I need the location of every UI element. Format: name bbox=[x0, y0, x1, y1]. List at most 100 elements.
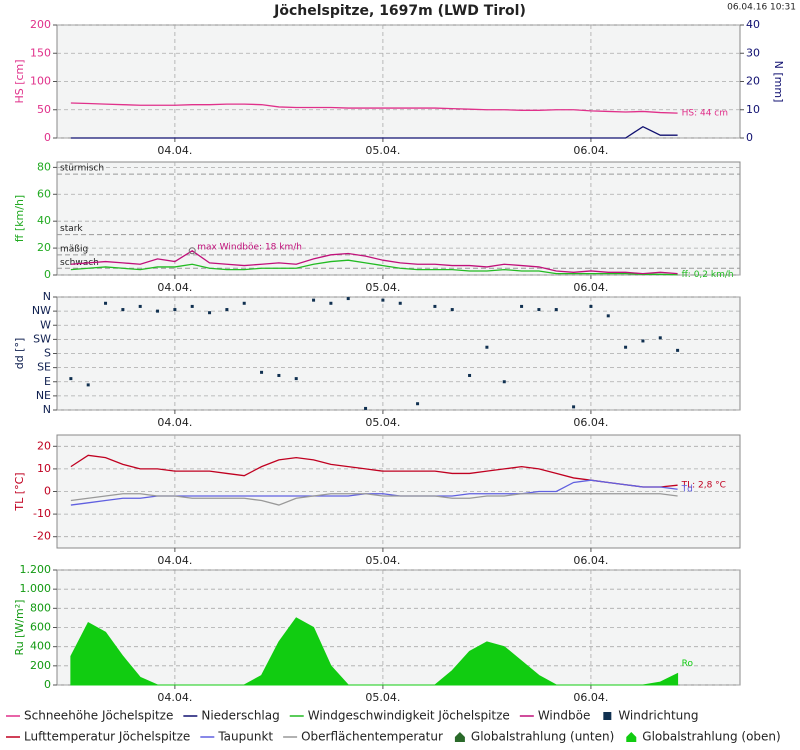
x-tick-label: 06.04. bbox=[573, 144, 608, 157]
point bbox=[277, 373, 281, 377]
y-tick-label: 0 bbox=[44, 268, 51, 281]
y-axis-label: Ru [W/m²] bbox=[13, 600, 26, 656]
y-tick-label: 600 bbox=[30, 621, 51, 634]
y-axis-label: ff [km/h] bbox=[13, 195, 26, 242]
x-tick-label: 04.04. bbox=[157, 691, 192, 704]
legend-icon bbox=[454, 732, 465, 742]
y2-tick-label: 20 bbox=[746, 75, 760, 88]
annotation: max Windböe: 18 km/h bbox=[197, 242, 302, 252]
x-tick-label: 05.04. bbox=[365, 416, 400, 429]
point bbox=[242, 301, 246, 305]
x-tick-label: 06.04. bbox=[573, 281, 608, 294]
series-line bbox=[70, 125, 678, 139]
x-tick-label: 06.04. bbox=[573, 554, 608, 567]
legend-label: Windgeschwindigkeit Jöchelspitze bbox=[308, 709, 510, 723]
point bbox=[312, 298, 316, 302]
legend-icon bbox=[603, 712, 612, 720]
point bbox=[156, 309, 160, 313]
point bbox=[138, 304, 142, 308]
y-axis-label: HS [cm] bbox=[13, 59, 26, 103]
point bbox=[450, 308, 454, 312]
y-tick-label: SW bbox=[33, 332, 51, 345]
y-tick-label: 0 bbox=[44, 485, 51, 498]
y-tick-label: 100 bbox=[30, 75, 51, 88]
threshold-label: stürmisch bbox=[60, 164, 104, 174]
y-tick-label: 20 bbox=[37, 439, 51, 452]
point bbox=[416, 402, 420, 406]
series-line bbox=[70, 454, 678, 488]
y-tick-label: 200 bbox=[30, 18, 51, 31]
x-tick-label: 05.04. bbox=[365, 281, 400, 294]
point bbox=[260, 370, 264, 374]
y-tick-label: S bbox=[44, 347, 51, 360]
timestamp: 06.04.16 10:31 bbox=[727, 3, 796, 13]
x-tick-label: 04.04. bbox=[157, 281, 192, 294]
legend-icon bbox=[626, 732, 637, 742]
point bbox=[589, 304, 593, 308]
y-tick-label: 0 bbox=[44, 678, 51, 691]
plot-area bbox=[56, 569, 741, 686]
y2-tick-label: 0 bbox=[746, 131, 753, 144]
threshold-label: schwach bbox=[60, 258, 99, 268]
y-tick-label: 800 bbox=[30, 601, 51, 614]
point bbox=[104, 301, 108, 305]
point bbox=[69, 377, 73, 381]
series-line bbox=[70, 250, 678, 275]
point bbox=[346, 297, 350, 301]
point bbox=[468, 373, 472, 377]
y2-tick-label: 30 bbox=[746, 46, 760, 59]
series-end-label: Td bbox=[681, 485, 693, 495]
point bbox=[572, 405, 576, 409]
y-axis-label: dd [°] bbox=[13, 338, 26, 370]
y-tick-label: 20 bbox=[37, 241, 51, 254]
y2-tick-label: 10 bbox=[746, 103, 760, 116]
y2-tick-label: 40 bbox=[746, 18, 760, 31]
point bbox=[676, 348, 680, 352]
legend-label: Lufttemperatur Jöchelspitze bbox=[24, 730, 190, 744]
series-area bbox=[70, 617, 679, 686]
y-tick-label: 1.000 bbox=[20, 582, 52, 595]
threshold-label: stark bbox=[60, 224, 83, 234]
plot-area bbox=[56, 161, 741, 276]
y-tick-label: N bbox=[43, 290, 51, 303]
legend-label: Schneehöhe Jöchelspitze bbox=[24, 709, 173, 723]
x-tick-label: 04.04. bbox=[157, 416, 192, 429]
series-line bbox=[70, 259, 678, 276]
point bbox=[208, 311, 212, 315]
point bbox=[190, 304, 194, 308]
y-tick-label: NW bbox=[32, 304, 51, 317]
x-tick-label: 05.04. bbox=[365, 144, 400, 157]
threshold-label: mäßig bbox=[60, 244, 88, 254]
point bbox=[294, 377, 298, 381]
series-end-label: HS: 44 cm bbox=[682, 109, 728, 119]
legend-label: Taupunkt bbox=[217, 730, 273, 744]
legend-label: Windböe bbox=[538, 709, 591, 723]
point bbox=[520, 304, 524, 308]
y-tick-label: 40 bbox=[37, 214, 51, 227]
series-end-label: Ro bbox=[682, 659, 694, 669]
x-tick-label: 05.04. bbox=[365, 554, 400, 567]
point bbox=[606, 314, 610, 318]
legend-label: Globalstrahlung (unten) bbox=[471, 730, 614, 744]
point bbox=[658, 336, 662, 340]
y-tick-label: 1.200 bbox=[20, 563, 52, 576]
y-tick-label: 400 bbox=[30, 640, 51, 653]
y-tick-label: 150 bbox=[30, 46, 51, 59]
point bbox=[173, 308, 177, 312]
y-tick-label: N bbox=[43, 403, 51, 416]
point bbox=[433, 304, 437, 308]
series-line bbox=[70, 493, 678, 506]
y-tick-label: 200 bbox=[30, 659, 51, 672]
legend-label: Globalstrahlung (oben) bbox=[642, 730, 780, 744]
y-tick-label: 10 bbox=[37, 462, 51, 475]
y-tick-label: -20 bbox=[33, 530, 51, 543]
plot-area bbox=[56, 296, 741, 411]
point bbox=[381, 298, 385, 302]
plot-area bbox=[56, 24, 741, 139]
point bbox=[485, 345, 489, 349]
y-tick-label: E bbox=[44, 375, 51, 388]
point bbox=[364, 406, 368, 410]
x-tick-label: 06.04. bbox=[573, 416, 608, 429]
point bbox=[121, 308, 125, 312]
